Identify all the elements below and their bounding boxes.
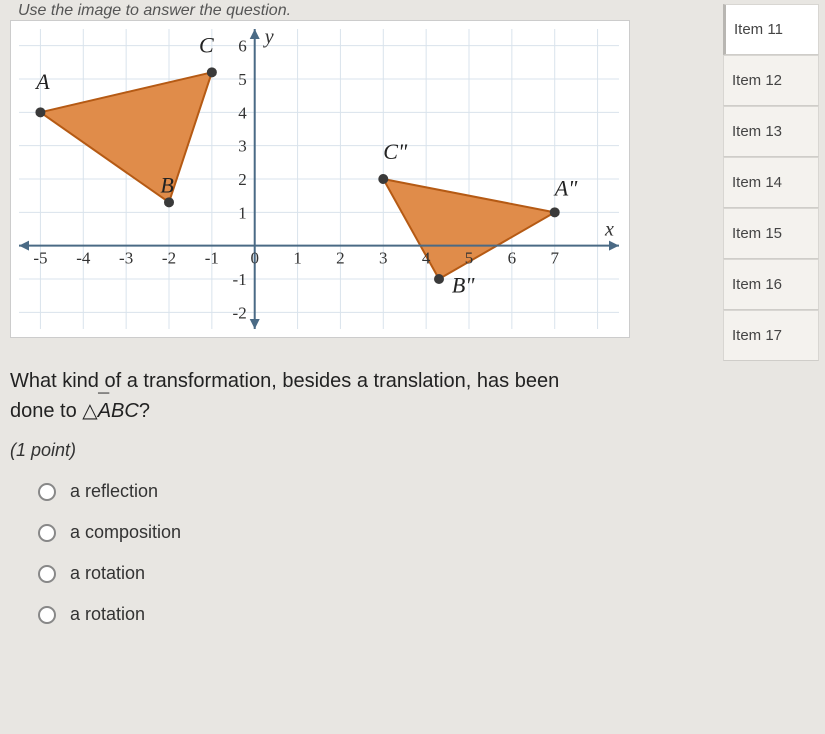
radio-icon[interactable] [38, 606, 56, 624]
svg-text:3: 3 [379, 249, 388, 268]
question-mark: ? [139, 400, 150, 422]
svg-text:-2: -2 [233, 303, 247, 322]
svg-text:2: 2 [238, 170, 247, 189]
option-label: a composition [70, 522, 181, 543]
svg-text:-3: -3 [119, 249, 133, 268]
svg-text:1: 1 [293, 249, 302, 268]
svg-text:-4: -4 [76, 249, 91, 268]
option-label: a rotation [70, 604, 145, 625]
sidebar-item-16[interactable]: Item 16 [723, 259, 819, 310]
svg-text:-5: -5 [33, 249, 47, 268]
svg-text:y: y [263, 29, 274, 48]
main-panel: -5-4-3-2-101234567-2-1123456xyACBC"A"B" … [10, 20, 720, 645]
question-text: What kind of a transformation, besides a… [10, 366, 720, 426]
svg-text:6: 6 [508, 249, 517, 268]
option-0[interactable]: a reflection [38, 481, 720, 502]
sidebar-item-14[interactable]: Item 14 [723, 157, 819, 208]
sidebar-item-13[interactable]: Item 13 [723, 106, 819, 157]
item-nav-sidebar: Item 11 Item 12 Item 13 Item 14 Item 15 … [723, 4, 819, 361]
svg-text:B": B" [452, 272, 475, 297]
sidebar-item-15[interactable]: Item 15 [723, 208, 819, 259]
sidebar-item-11[interactable]: Item 11 [723, 4, 819, 55]
svg-text:A: A [34, 69, 50, 94]
coordinate-graph: -5-4-3-2-101234567-2-1123456xyACBC"A"B" [19, 29, 619, 329]
svg-text:C: C [199, 32, 214, 57]
svg-text:-1: -1 [205, 249, 219, 268]
svg-text:-2: -2 [162, 249, 176, 268]
option-label: a rotation [70, 563, 145, 584]
svg-text:B: B [160, 172, 173, 197]
svg-text:3: 3 [238, 137, 247, 156]
question-line1: What kind of a transformation, besides a… [10, 370, 559, 392]
svg-text:5: 5 [238, 70, 247, 89]
option-label: a reflection [70, 481, 158, 502]
sidebar-item-12[interactable]: Item 12 [723, 55, 819, 106]
svg-text:6: 6 [238, 37, 247, 56]
svg-text:-1: -1 [233, 270, 247, 289]
option-2[interactable]: a rotation [38, 563, 720, 584]
instruction-text: Use the image to answer the question. [18, 2, 291, 20]
svg-text:1: 1 [238, 203, 247, 222]
svg-text:x: x [604, 219, 614, 241]
svg-text:5: 5 [465, 249, 474, 268]
graph-container: -5-4-3-2-101234567-2-1123456xyACBC"A"B" [10, 20, 630, 338]
sidebar-item-17[interactable]: Item 17 [723, 310, 819, 361]
svg-text:0: 0 [250, 249, 259, 268]
svg-text:4: 4 [238, 103, 247, 122]
svg-text:A": A" [553, 176, 578, 201]
radio-icon[interactable] [38, 483, 56, 501]
svg-text:2: 2 [336, 249, 345, 268]
option-1[interactable]: a composition [38, 522, 720, 543]
triangle-symbol: △ [82, 400, 97, 422]
radio-icon[interactable] [38, 524, 56, 542]
option-3[interactable]: a rotation [38, 604, 720, 625]
answer-options: a reflection a composition a rotation a … [10, 481, 720, 625]
points-label: (1 point) [10, 440, 720, 461]
question-line2-prefix: done to [10, 400, 82, 422]
svg-text:7: 7 [550, 249, 559, 268]
svg-text:4: 4 [422, 249, 431, 268]
svg-text:C": C" [383, 139, 408, 164]
radio-icon[interactable] [38, 565, 56, 583]
